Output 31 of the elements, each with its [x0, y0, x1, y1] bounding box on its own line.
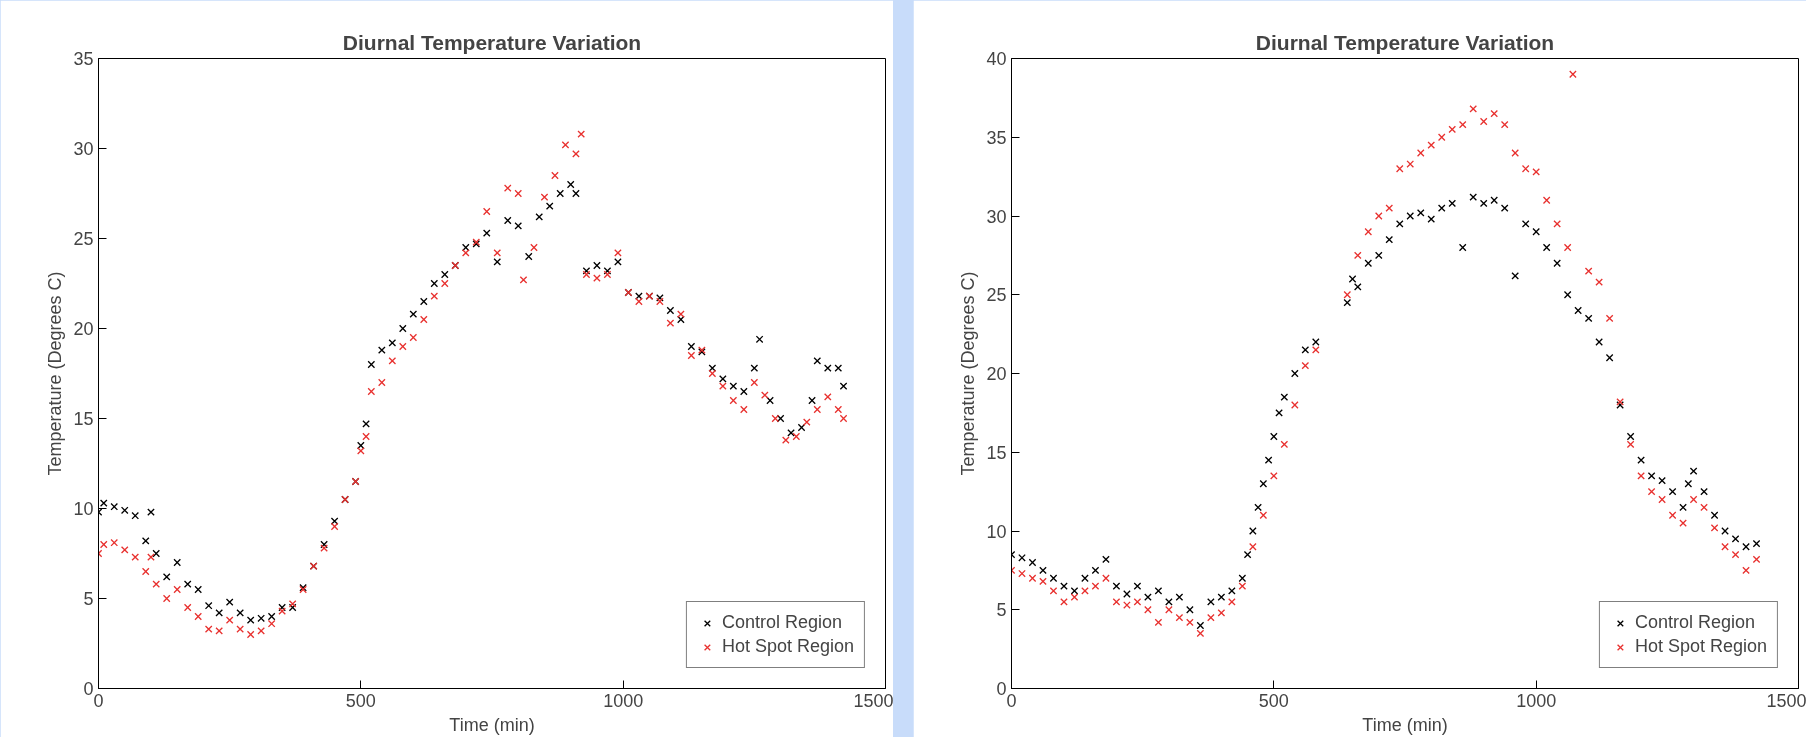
y-axis-title: Temperature (Degrees C): [958, 271, 979, 476]
y-tick-label: 15: [73, 409, 94, 429]
y-tick-label: 35: [73, 49, 94, 69]
y-tick-label: 15: [986, 442, 1007, 463]
y-tick-label: 30: [73, 139, 94, 159]
chart-title: Diurnal Temperature Variation: [342, 30, 642, 54]
y-tick-label: 30: [986, 206, 1007, 227]
x-tick-label: 500: [345, 690, 376, 711]
y-tick-label: 10: [986, 521, 1007, 542]
y-axis-title: Temperature (Degrees C): [45, 271, 66, 476]
y-tick-label: 5: [83, 589, 94, 609]
y-tick-label: 25: [986, 285, 1007, 306]
y-tick-label: 35: [986, 127, 1007, 148]
legend-label: Hot Spot Region: [1634, 636, 1767, 657]
x-tick-label: 1000: [1516, 690, 1557, 711]
y-tick-label: 20: [986, 364, 1007, 384]
chart-title: Diurnal Temperature Variation: [1255, 30, 1555, 54]
x-axis-title: Time (min): [449, 714, 535, 735]
x-tick-label: 1000: [603, 690, 644, 711]
legend-label: Control Region: [1634, 612, 1755, 633]
y-tick-label: 5: [996, 600, 1007, 621]
y-tick-label: 10: [73, 499, 94, 519]
y-tick-label: 20: [73, 319, 94, 339]
legend-label: Hot Spot Region: [721, 636, 854, 657]
x-tick-label: 1500: [1766, 690, 1806, 711]
x-axis-title: Time (min): [1362, 714, 1448, 735]
x-tick-label: 1500: [853, 690, 894, 711]
x-tick-label: 500: [1258, 690, 1289, 711]
legend-label: Control Region: [721, 612, 842, 633]
y-tick-label: 25: [73, 229, 94, 249]
y-tick-label: 40: [986, 49, 1007, 69]
